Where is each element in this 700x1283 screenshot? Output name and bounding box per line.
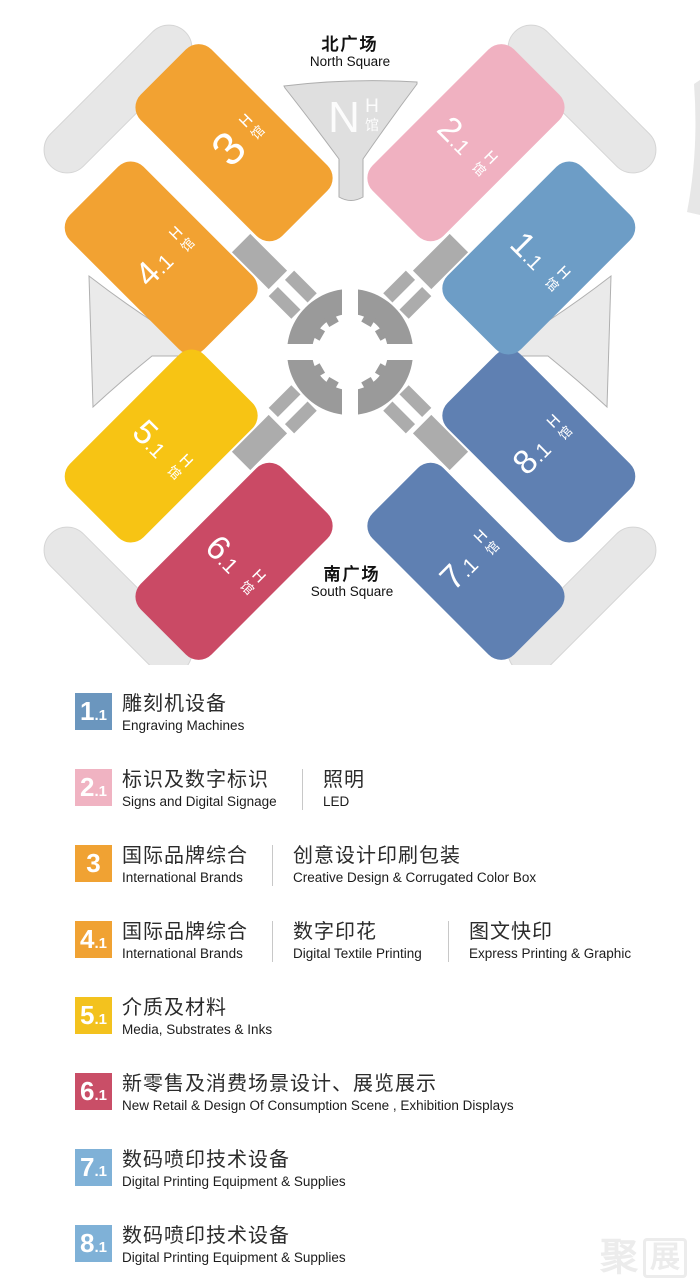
corner-ribbon-top-left	[43, 24, 193, 174]
legend-chip-4-1: 4.1	[75, 921, 112, 958]
expo-map-svg: 3 H 馆 4.1 H 馆 7.1 H 馆 8	[43, 24, 700, 676]
central-hub	[270, 272, 430, 432]
hall-2-1: 2.1 H 馆	[367, 44, 565, 242]
hall-1-1-shape	[442, 161, 636, 355]
legend-col: 介质及材料 Media, Substrates & Inks	[122, 997, 273, 1037]
south-square-label-en: South Square	[311, 584, 394, 599]
hub-ring	[287, 289, 414, 415]
north-square-label-en: North Square	[310, 54, 390, 69]
legend-row-2-1: 2.1 标识及数字标识 Signs and Digital Signage 照明…	[75, 769, 675, 810]
right-edge-strip	[687, 80, 700, 215]
legend-chip-7-1: 7.1	[75, 1149, 112, 1186]
halls-nw-se: 3 H 馆 4.1 H 馆 7.1 H 馆 8	[64, 44, 636, 660]
hub-ring-teeth	[310, 312, 390, 392]
legend-chip-3: 3	[75, 845, 112, 882]
hall-8-1: 8.1 H 馆	[442, 349, 636, 543]
legend-chip-1-1: 1.1	[75, 693, 112, 730]
hall-legend: 1.1 雕刻机设备 Engraving Machines 2.1 标识及数字标识…	[75, 693, 675, 1283]
hall-8-1-shape	[442, 349, 636, 543]
hub-spokes	[231, 233, 469, 471]
hall-7-1-shape	[367, 462, 565, 660]
south-square-label-cn: 南广场	[324, 564, 381, 584]
legend-col: 图文快印 Express Printing & Graphic	[448, 921, 649, 962]
svg-text:N: N	[328, 93, 360, 142]
corner-ribbon-top-right	[507, 24, 657, 174]
legend-col: 数码喷印技术设备 Digital Printing Equipment & Su…	[122, 1225, 346, 1265]
hall-1-1: 1.1 H 馆	[442, 161, 636, 355]
hall-5-1-shape	[64, 349, 258, 543]
legend-col: 数字印花 Digital Textile Printing	[272, 921, 448, 962]
expo-map: 3 H 馆 4.1 H 馆 7.1 H 馆 8	[43, 24, 700, 676]
hall-5-1: 5.1 H 馆	[64, 349, 258, 543]
legend-chip-2-1: 2.1	[75, 769, 112, 806]
north-entrance-funnel	[283, 80, 418, 201]
legend-row-5-1: 5.1 介质及材料 Media, Substrates & Inks	[75, 997, 675, 1038]
legend-row-1-1: 1.1 雕刻机设备 Engraving Machines	[75, 693, 675, 734]
corner-ribbons	[43, 24, 700, 676]
legend-row-8-1: 8.1 数码喷印技术设备 Digital Printing Equipment …	[75, 1225, 675, 1266]
hall-2-1-shape	[367, 44, 565, 242]
hall-6-1-shape	[135, 462, 333, 660]
legend-row-3: 3 国际品牌综合 International Brands 创意设计印刷包装 C…	[75, 845, 675, 886]
hall-3: 3 H 馆	[135, 44, 333, 242]
legend-col: 创意设计印刷包装 Creative Design & Corrugated Co…	[272, 845, 554, 886]
hall-4-1-shape	[64, 161, 258, 355]
legend-chip-8-1: 8.1	[75, 1225, 112, 1262]
legend-chip-6-1: 6.1	[75, 1073, 112, 1110]
hall-6-1: 6.1 H 馆	[135, 462, 333, 660]
legend-row-4-1: 4.1 国际品牌综合 International Brands 数字印花 Dig…	[75, 921, 675, 962]
halls-ne-sw: 2.1 H 馆 1.1 H 馆 5.1 H 馆	[64, 44, 636, 660]
legend-chip-5-1: 5.1	[75, 997, 112, 1034]
legend-col: 国际品牌综合 International Brands	[122, 845, 248, 885]
site-watermark: 聚 展	[600, 1238, 688, 1278]
hall-7-1: 7.1 H 馆	[367, 462, 565, 660]
legend-col: 雕刻机设备 Engraving Machines	[122, 693, 245, 733]
hall-4-1: 4.1 H 馆	[64, 161, 258, 355]
svg-text:馆: 馆	[365, 117, 379, 133]
legend-col: 数码喷印技术设备 Digital Printing Equipment & Su…	[122, 1149, 346, 1189]
legend-row-6-1: 6.1 新零售及消费场景设计、展览展示 New Retail & Design …	[75, 1073, 675, 1114]
legend-col: 国际品牌综合 International Brands	[122, 921, 248, 961]
legend-row-7-1: 7.1 数码喷印技术设备 Digital Printing Equipment …	[75, 1149, 675, 1190]
n-hall-label: N H 馆	[328, 93, 379, 142]
hub-road-horizontal	[270, 344, 430, 360]
north-square-label-cn: 北广场	[322, 34, 379, 54]
svg-text:H: H	[365, 96, 379, 117]
legend-col: 标识及数字标识 Signs and Digital Signage	[122, 769, 277, 809]
legend-col: 新零售及消费场景设计、展览展示 New Retail & Design Of C…	[122, 1073, 514, 1113]
hall-3-shape	[135, 44, 333, 242]
legend-col: 照明 LED	[302, 769, 383, 810]
